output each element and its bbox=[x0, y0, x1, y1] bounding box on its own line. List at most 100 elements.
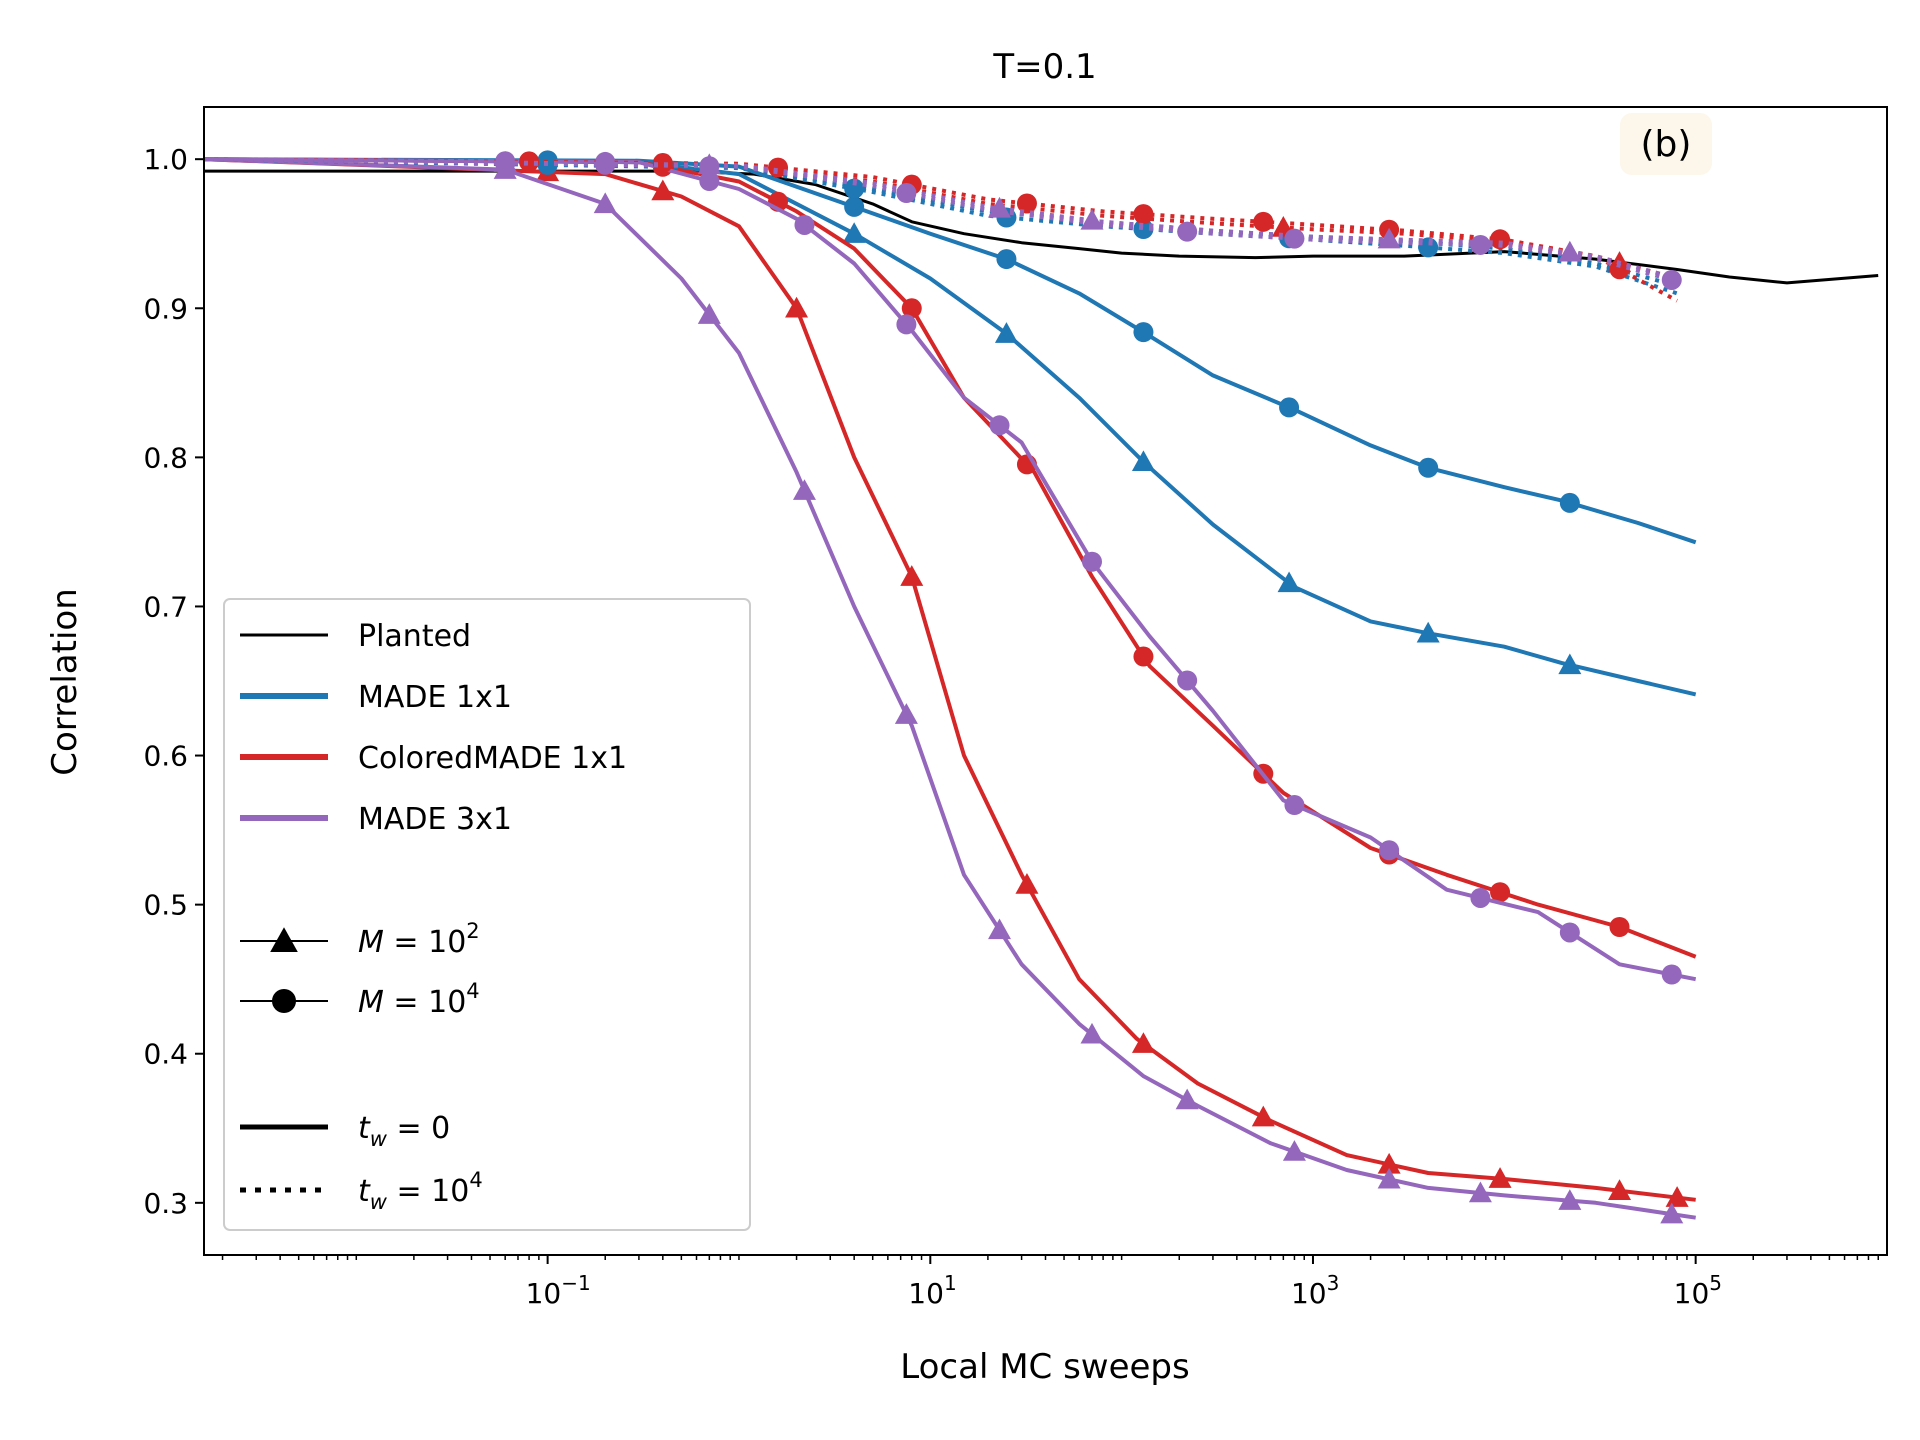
series-12-marker-4 bbox=[1177, 221, 1198, 242]
y-tick-label-7: 1.0 bbox=[143, 143, 188, 176]
series-12-marker-0 bbox=[495, 153, 516, 174]
series-2-marker-4 bbox=[1279, 397, 1300, 418]
series-2-marker-1 bbox=[844, 196, 865, 217]
series-3-marker-2 bbox=[785, 296, 809, 318]
series-3-marker-5 bbox=[1131, 1032, 1155, 1053]
legend-style-exp-1: 4 bbox=[469, 1168, 482, 1192]
series-10-marker-2 bbox=[768, 157, 789, 178]
legend-marker-label-0: M = 102 bbox=[358, 919, 480, 960]
x-tick-exp-2: 3 bbox=[1327, 1271, 1340, 1295]
series-3-marker-7 bbox=[1377, 1152, 1401, 1174]
x-tick-label-2: 103 bbox=[1291, 1271, 1339, 1310]
series-5-marker-2 bbox=[697, 303, 721, 324]
legend-marker-base-1: 10 bbox=[428, 985, 466, 1020]
x-tick-exp-0: −1 bbox=[561, 1271, 590, 1295]
series-1-marker-5 bbox=[1558, 653, 1582, 675]
series-3-marker-9 bbox=[1608, 1179, 1632, 1200]
series-line-1 bbox=[204, 157, 1697, 697]
series-10-marker-1 bbox=[652, 153, 673, 174]
series-4-marker-9 bbox=[1609, 917, 1630, 937]
legend-marker-var-1: M bbox=[358, 985, 384, 1020]
panel-label: (b) bbox=[1641, 124, 1692, 165]
legend-style-sub-1: w bbox=[370, 1190, 388, 1214]
series-12-marker-2 bbox=[699, 156, 720, 177]
series-1-marker-3 bbox=[1277, 571, 1301, 593]
legend-box bbox=[223, 598, 751, 1231]
x-tick-label-3: 105 bbox=[1674, 1271, 1722, 1310]
panel-label-box bbox=[1620, 113, 1712, 175]
y-tick-label-5: 0.8 bbox=[143, 441, 188, 474]
series-12-marker-6 bbox=[1470, 234, 1491, 255]
legend-style-sub-0: w bbox=[370, 1127, 388, 1151]
legend-style-eq-1: = bbox=[387, 1174, 431, 1209]
series-line-10 bbox=[204, 157, 1679, 303]
series-5-marker-8 bbox=[1282, 1140, 1306, 1161]
legend-label-3: MADE 3x1 bbox=[358, 802, 512, 837]
series-8-marker-1 bbox=[844, 178, 865, 199]
series-6-marker-7 bbox=[1177, 670, 1198, 691]
legend-marker-eq-0: = bbox=[384, 925, 428, 960]
series-4-marker-3 bbox=[901, 298, 922, 319]
x-tick-exp-1: 1 bbox=[944, 1271, 957, 1295]
series-line-9 bbox=[204, 157, 1678, 281]
series-2-marker-6 bbox=[1559, 492, 1580, 513]
series-6-marker-2 bbox=[699, 171, 720, 192]
x-tick-base-0: 10 bbox=[526, 1277, 562, 1310]
series-5-marker-9 bbox=[1377, 1167, 1401, 1189]
legend-style-label-0: tw = 0 bbox=[358, 1111, 450, 1151]
series-5-marker-5 bbox=[988, 918, 1012, 940]
axes: 0.30.40.50.60.70.80.91.010−1 101 103 105(b) bbox=[143, 106, 1888, 1310]
series-1-marker-4 bbox=[1416, 621, 1440, 643]
series-5-marker-3 bbox=[792, 479, 816, 500]
legend-marker-base-0: 10 bbox=[428, 925, 466, 960]
series-8-marker-3 bbox=[1133, 219, 1154, 240]
series-2-marker-5 bbox=[1418, 457, 1439, 478]
y-tick-label-0: 0.3 bbox=[143, 1187, 188, 1220]
series-11-marker-5 bbox=[1558, 240, 1582, 262]
series-1-marker-0 bbox=[842, 222, 866, 243]
series-6-marker-8 bbox=[1284, 795, 1305, 816]
series-2-marker-2 bbox=[996, 249, 1017, 270]
y-axis-label: Correlation bbox=[45, 588, 85, 775]
series-12-marker-7 bbox=[1661, 269, 1682, 290]
y-tick-label-2: 0.5 bbox=[143, 889, 188, 922]
series-12-marker-1 bbox=[595, 154, 616, 175]
series-10-marker-6 bbox=[1253, 211, 1274, 232]
series-line-11 bbox=[204, 157, 1678, 281]
series-line-0 bbox=[204, 169, 1879, 285]
series-6-marker-6 bbox=[1082, 551, 1103, 572]
series-10-marker-5 bbox=[1133, 204, 1154, 225]
series-6-marker-12 bbox=[1661, 964, 1682, 985]
legend-marker-exp-0: 2 bbox=[466, 919, 479, 943]
series-12-marker-5 bbox=[1284, 228, 1305, 249]
series-3-marker-6 bbox=[1251, 1105, 1275, 1127]
legend-label-2: ColoredMADE 1x1 bbox=[358, 741, 627, 776]
legend-style-eq-0: = bbox=[387, 1111, 431, 1146]
x-tick-base-3: 10 bbox=[1674, 1277, 1710, 1310]
series-6-marker-11 bbox=[1559, 922, 1580, 943]
series-10-marker-0 bbox=[519, 151, 540, 172]
series-6-marker-4 bbox=[896, 314, 917, 335]
y-tick-label-4: 0.7 bbox=[143, 590, 188, 623]
series-1-marker-2 bbox=[1131, 450, 1155, 472]
series-5-marker-10 bbox=[1468, 1181, 1492, 1203]
x-tick-exp-3: 5 bbox=[1709, 1271, 1722, 1295]
series-5-marker-6 bbox=[1080, 1022, 1104, 1044]
series-1-marker-1 bbox=[994, 322, 1018, 343]
series-4-marker-8 bbox=[1490, 882, 1511, 903]
series-2-marker-3 bbox=[1133, 322, 1154, 343]
legend-marker-exp-1: 4 bbox=[466, 979, 479, 1003]
legend-style-value-0: 0 bbox=[431, 1111, 450, 1146]
series-3-marker-8 bbox=[1488, 1167, 1512, 1188]
legend-marker-0 bbox=[270, 927, 298, 953]
series-11-marker-3 bbox=[1080, 208, 1104, 230]
series-11-marker-4 bbox=[1377, 227, 1401, 249]
series-line-3 bbox=[204, 157, 1696, 1202]
legend-marker-label-1: M = 104 bbox=[358, 979, 480, 1020]
legend-style-var-1: t bbox=[358, 1174, 371, 1209]
legend-marker-eq-1: = bbox=[384, 985, 428, 1020]
series-5-marker-7 bbox=[1175, 1088, 1199, 1110]
legend-label-1: MADE 1x1 bbox=[358, 680, 512, 715]
series-4-marker-5 bbox=[1133, 646, 1154, 667]
plot-area bbox=[204, 150, 1879, 1224]
